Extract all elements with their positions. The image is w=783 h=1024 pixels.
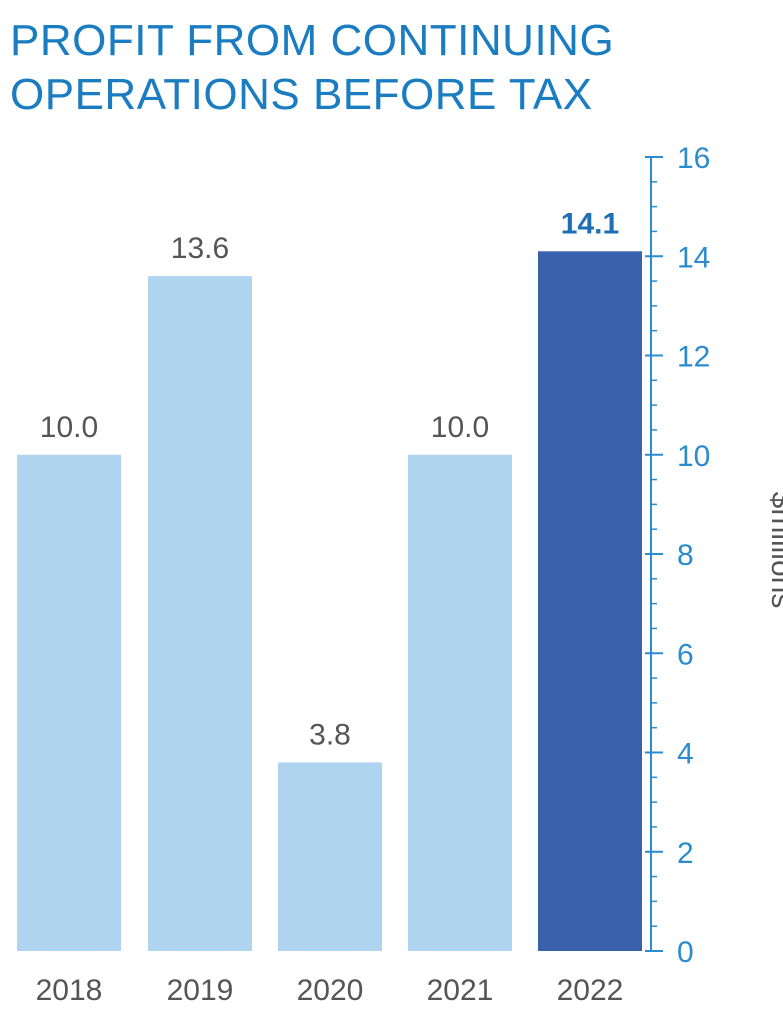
- y-tick-label-8: 8: [677, 539, 694, 572]
- y-tick-label-4: 4: [677, 738, 694, 771]
- chart-title-line-2: OPERATIONS BEFORE TAX: [10, 70, 593, 119]
- y-tick-label-16: 16: [677, 142, 710, 175]
- y-tick-label-12: 12: [677, 341, 710, 374]
- value-label-2019: 13.6: [171, 232, 229, 265]
- chart-title: PROFIT FROM CONTINUING OPERATIONS BEFORE…: [10, 14, 614, 122]
- y-tick-label-10: 10: [677, 440, 710, 473]
- bar-2020: [278, 762, 382, 951]
- category-label-2022: 2022: [557, 974, 624, 1007]
- category-label-2018: 2018: [36, 974, 103, 1007]
- category-label-2020: 2020: [297, 974, 364, 1007]
- value-labels-group: 10.0 13.6 3.8 10.0 14.1: [40, 207, 619, 751]
- bar-2018: [17, 454, 121, 951]
- y-tick-label-14: 14: [677, 241, 710, 274]
- category-label-2021: 2021: [427, 974, 494, 1007]
- y-tick-label-6: 6: [677, 638, 694, 671]
- bar-2019: [148, 276, 252, 952]
- chart-title-line-1: PROFIT FROM CONTINUING: [10, 16, 615, 65]
- x-axis-labels-group: 2018 2019 2020 2021 2022: [36, 974, 624, 1007]
- y-tick-label-0: 0: [677, 936, 694, 969]
- value-label-2018: 10.0: [40, 411, 98, 444]
- y-tick-label-2: 2: [677, 837, 694, 870]
- value-label-2022: 14.1: [561, 207, 619, 240]
- y-axis-title: $millions: [765, 492, 783, 609]
- value-label-2021: 10.0: [431, 411, 489, 444]
- bar-2022: [538, 251, 642, 952]
- category-label-2019: 2019: [167, 974, 234, 1007]
- bars-group: [17, 251, 642, 952]
- bar-2021: [408, 454, 512, 951]
- y-axis: 0 2 4 6 8 10 12 14 16: [645, 142, 710, 969]
- value-label-2020: 3.8: [309, 718, 351, 751]
